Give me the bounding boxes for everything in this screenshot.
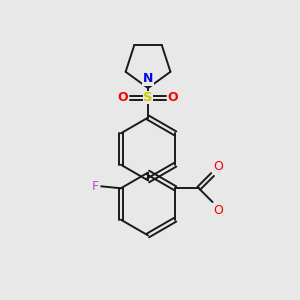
Text: O: O — [214, 204, 224, 217]
Text: F: F — [92, 180, 99, 193]
Text: N: N — [143, 72, 153, 85]
Text: O: O — [118, 92, 128, 104]
Text: N: N — [143, 72, 153, 85]
Text: O: O — [168, 92, 178, 104]
Text: O: O — [214, 160, 224, 172]
Text: S: S — [143, 92, 153, 104]
